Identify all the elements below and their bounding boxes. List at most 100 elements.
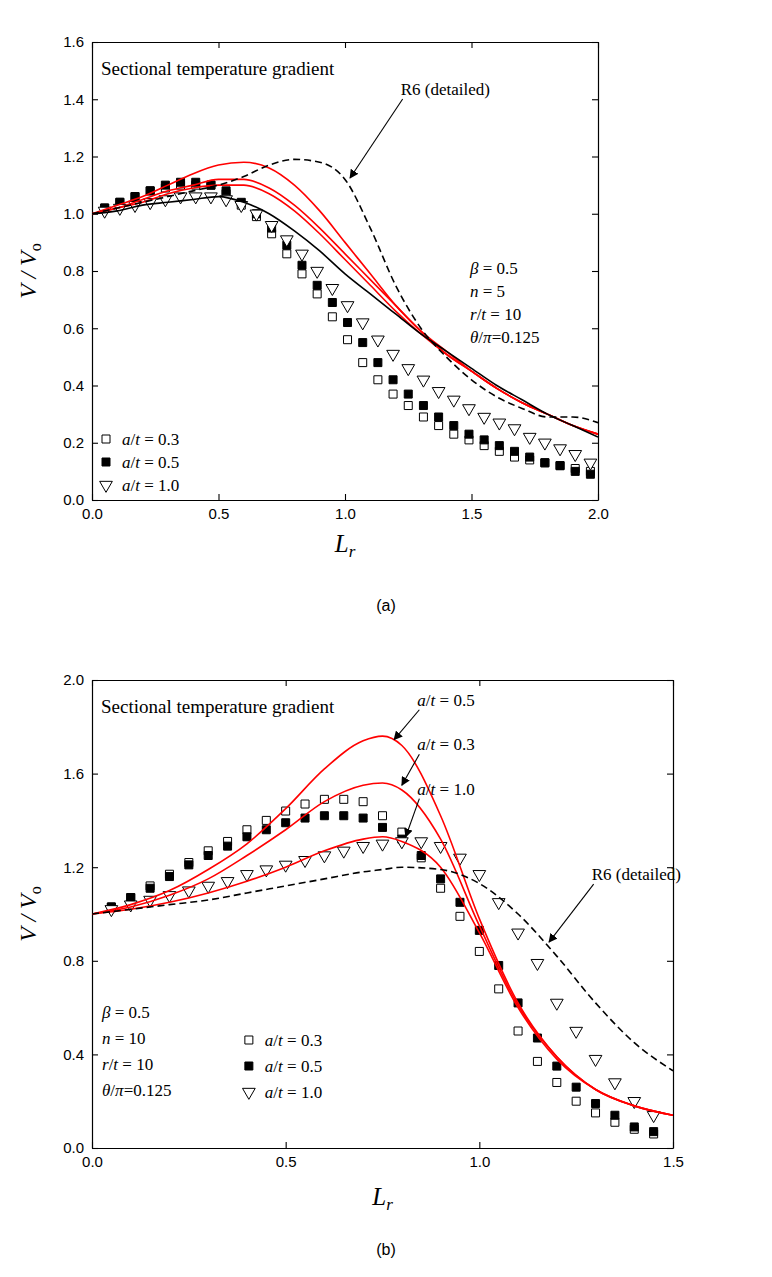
curve [92, 197, 598, 437]
data-point [589, 1055, 602, 1066]
y-tick-mark [92, 99, 98, 100]
data-point [592, 1109, 600, 1117]
data-point [495, 985, 503, 993]
x-top-tick-mark [286, 680, 287, 686]
y-tick-label: 0.4 [63, 377, 84, 394]
data-point [359, 339, 367, 347]
y-tick: 0.6 [63, 320, 98, 337]
y-right-tick [667, 1054, 673, 1055]
text-run: a [265, 1057, 274, 1076]
axis-line [598, 43, 599, 501]
data-point [447, 396, 460, 407]
y-right-tick-mark [667, 1054, 673, 1055]
text-run: = 5 [479, 282, 506, 301]
parameter: θ/π=0.125 [470, 328, 539, 347]
y-right-tick-mark [592, 156, 598, 157]
data-point [301, 800, 309, 808]
data-point [389, 390, 397, 398]
annotation: a/t = 0.3 [417, 735, 474, 754]
legend-label: a/t = 1.0 [265, 1083, 322, 1102]
curve [92, 837, 673, 1115]
y-right-tick-mark [592, 443, 598, 444]
data-point [340, 812, 348, 820]
x-tick: 1.5 [462, 494, 483, 522]
text-run: a [122, 453, 131, 472]
text-run: =0.125 [124, 1081, 172, 1100]
data-point [340, 795, 348, 803]
text-run: a [417, 735, 426, 754]
axis-line [93, 500, 599, 501]
x-axis: 0.00.51.01.5 [82, 1142, 684, 1170]
data-point [419, 413, 427, 421]
data-point [437, 884, 445, 892]
text-run: a [417, 691, 426, 710]
data-point [320, 812, 328, 820]
x-top-tick [286, 680, 287, 686]
text-run: a [265, 1083, 274, 1102]
x-axis-title-main: L [371, 1183, 386, 1210]
parameter: β = 0.5 [469, 259, 518, 278]
data-point [553, 1078, 561, 1086]
legend-marker [245, 1036, 253, 1044]
chart-panel: 0.00.51.01.50.00.40.81.21.62.0Sectional … [15, 671, 684, 1214]
x-top-tick-mark [218, 42, 219, 48]
data-point [584, 459, 597, 470]
y-axis-title-main: V / V [15, 892, 41, 942]
data-point [554, 445, 567, 456]
y-right-tick-mark [592, 500, 598, 501]
x-axis-title-main: L [334, 530, 349, 557]
data-point [356, 319, 369, 330]
data-point [328, 313, 336, 321]
chart-title: Sectional temperature gradient [101, 696, 335, 717]
y-axis: 0.00.20.40.60.81.01.21.41.6 [63, 33, 98, 508]
x-tick-label: 0.0 [82, 1153, 103, 1170]
parameter: β = 0.5 [101, 1003, 150, 1022]
annotation: a/t = 1.0 [417, 780, 474, 799]
panel-caption: (a) [376, 597, 396, 614]
data-point [376, 840, 389, 851]
data-point [174, 193, 187, 204]
annotation: a/t = 0.5 [417, 691, 474, 710]
data-point [571, 467, 579, 475]
legend-label: a/t = 0.3 [265, 1031, 322, 1050]
x-tick-label: 1.5 [462, 505, 483, 522]
y-right-tick-mark [592, 99, 598, 100]
data-point [463, 405, 476, 416]
y-tick-mark [92, 385, 98, 386]
y-axis-title: V / Vo [15, 243, 44, 299]
y-right-tick-mark [667, 774, 673, 775]
data-point [586, 470, 594, 478]
annotation: R6 (detailed) [592, 865, 681, 884]
legend-label: a/t = 0.5 [122, 453, 179, 472]
data-point [611, 1111, 619, 1119]
x-tick: 0.5 [209, 494, 230, 522]
curve [92, 179, 598, 434]
text-run: = 1.0 [283, 1083, 322, 1102]
data-point [344, 336, 352, 344]
annotation-arrow [406, 799, 420, 837]
text-run: θ [470, 328, 478, 347]
text-run: = 10 [111, 1029, 146, 1048]
data-point [553, 1062, 561, 1070]
data-point [344, 319, 352, 327]
y-tick: 0.2 [63, 434, 98, 451]
data-point [419, 402, 427, 410]
parameter: r/t = 10 [470, 305, 521, 324]
y-tick-mark [92, 271, 98, 272]
y-tick-label: 0.4 [63, 1046, 84, 1063]
data-point [523, 433, 536, 444]
x-top-tick-mark [479, 680, 480, 686]
y-tick: 0.4 [63, 377, 98, 394]
y-tick-label: 0.2 [63, 434, 84, 451]
data-point [146, 884, 154, 892]
annotation-arrow [350, 99, 403, 178]
data-point [265, 222, 278, 233]
legend-marker [245, 1062, 253, 1070]
data-point [379, 823, 387, 831]
data-point [374, 359, 382, 367]
text-run: n [102, 1029, 111, 1048]
y-right-tick-mark [592, 42, 598, 43]
data-point [511, 447, 519, 455]
data-point [556, 462, 564, 470]
y-right-tick [667, 774, 673, 775]
